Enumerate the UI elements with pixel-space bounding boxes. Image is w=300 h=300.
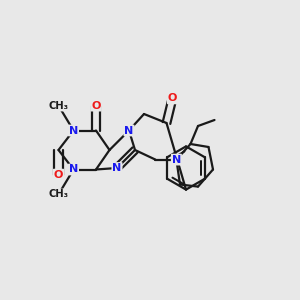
Text: N: N — [112, 163, 122, 173]
Text: O: O — [54, 169, 63, 180]
Text: N: N — [69, 125, 78, 136]
Text: O: O — [168, 93, 177, 103]
Text: N: N — [172, 154, 181, 165]
Text: CH₃: CH₃ — [49, 100, 68, 111]
Text: N: N — [69, 164, 78, 175]
Text: O: O — [91, 100, 101, 111]
Text: CH₃: CH₃ — [49, 189, 68, 200]
Text: N: N — [124, 125, 134, 136]
